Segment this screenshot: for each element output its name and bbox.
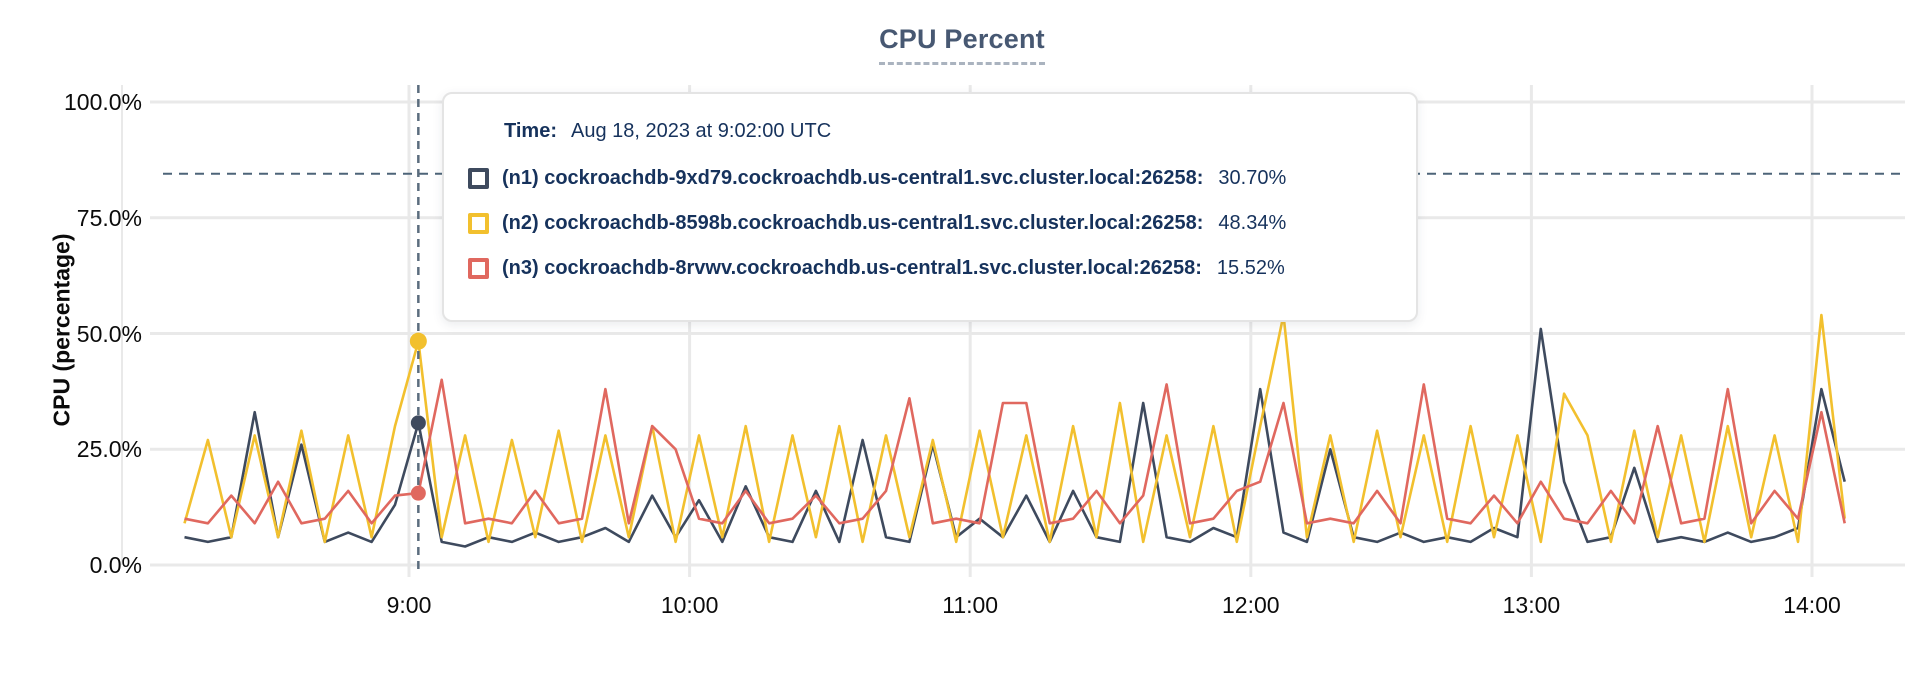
series-n2-swatch-icon — [468, 213, 489, 234]
series-n2-label: (n2) cockroachdb-8598b.cockroachdb.us-ce… — [502, 212, 1204, 234]
cursor-point-n1 — [410, 415, 426, 431]
y-tick-label-50.0%: 50.0% — [76, 320, 142, 347]
series-n3-label: (n3) cockroachdb-8rvwv.cockroachdb.us-ce… — [502, 257, 1202, 279]
series-n2-value: 48.34% — [1218, 212, 1287, 234]
series-n1-swatch-icon — [468, 168, 489, 189]
series-n1-value: 30.70% — [1218, 167, 1287, 189]
cursor-point-n3 — [410, 485, 426, 501]
x-tick-label-14:00: 14:00 — [1783, 592, 1841, 618]
series-n3-value: 15.52% — [1216, 257, 1285, 279]
chart-title-wrap: CPU Percent — [0, 24, 1924, 65]
tooltip-time-value: Aug 18, 2023 at 9:02:00 UTC — [570, 120, 832, 142]
x-tick-label-12:00: 12:00 — [1222, 592, 1280, 618]
y-tick-label-0.0%: 0.0% — [89, 552, 142, 578]
cursor-point-n2 — [409, 332, 427, 350]
y-tick-label-75.0%: 75.0% — [76, 204, 142, 231]
y-tick-label-25.0%: 25.0% — [76, 436, 142, 463]
series-n1-line — [184, 327, 1846, 548]
tooltip-time-row: Time: Aug 18, 2023 at 9:02:00 UTC — [504, 120, 1392, 143]
x-tick-label-9:00: 9:00 — [386, 592, 432, 618]
x-tick-label-10:00: 10:00 — [660, 592, 719, 618]
series-n3-line — [184, 378, 1846, 525]
x-tick-label-13:00: 13:00 — [1502, 592, 1561, 618]
series-n1-label: (n1) cockroachdb-9xd79.cockroachdb.us-ce… — [502, 167, 1204, 189]
series-n2-line — [183, 313, 1846, 544]
tooltip-row-n3: (n3) cockroachdb-8rvwv.cockroachdb.us-ce… — [468, 255, 1392, 282]
tooltip-row-n1: (n1) cockroachdb-9xd79.cockroachdb.us-ce… — [468, 165, 1392, 192]
hover-tooltip: Time: Aug 18, 2023 at 9:02:00 UTC (n1) co… — [442, 92, 1418, 322]
series-n3-swatch-icon — [468, 258, 489, 279]
chart-title: CPU Percent — [879, 24, 1045, 65]
x-tick-label-11:00: 11:00 — [942, 592, 999, 618]
tooltip-time-label: Time: — [504, 120, 557, 142]
y-tick-label-100.0%: 100.0% — [63, 89, 142, 115]
tooltip-row-n2: (n2) cockroachdb-8598b.cockroachdb.us-ce… — [468, 210, 1392, 237]
